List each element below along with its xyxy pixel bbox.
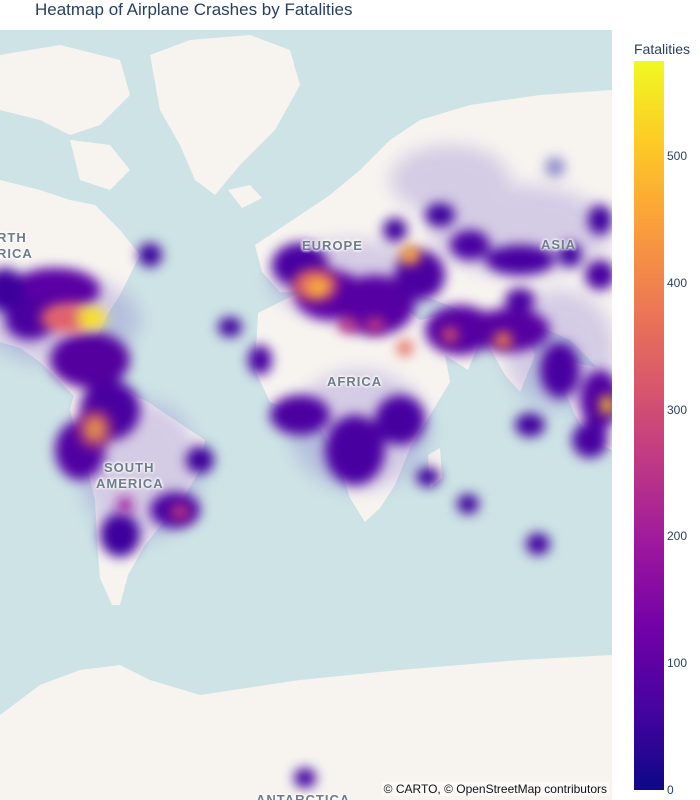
map-label-asia: ASIA (541, 237, 577, 252)
map-label-south-america-2: AMERICA (96, 476, 164, 491)
heat-hotspots (40, 245, 612, 520)
colorbar-title: Fatalities (634, 41, 691, 57)
map-label-north-america-1: RTH (0, 230, 27, 245)
colorbar (634, 61, 664, 790)
colorbar-tick: 300 (667, 402, 688, 417)
colorbar-tick: 0 (667, 783, 674, 797)
colorbar-tick: 200 (667, 529, 688, 544)
map-label-north-america-2: RICA (0, 246, 33, 261)
colorbar-tick: 100 (667, 656, 688, 671)
map-label-africa: AFRICA (327, 374, 383, 389)
map-view[interactable]: RTH RICA EUROPE ASIA AFRICA SOUTH AMERIC… (0, 30, 612, 800)
map-label-antarctica: ANTARCTICA (256, 792, 351, 800)
colorbar-tick: 400 (667, 275, 688, 290)
chart-title: Heatmap of Airplane Crashes by Fatalitie… (35, 0, 353, 19)
map-label-south-america-1: SOUTH (104, 460, 155, 475)
basemap (0, 35, 612, 800)
colorbar-tick: 500 (667, 149, 688, 164)
map-attribution: © CARTO, © OpenStreetMap contributors (381, 782, 609, 796)
map-label-europe: EUROPE (302, 238, 363, 253)
